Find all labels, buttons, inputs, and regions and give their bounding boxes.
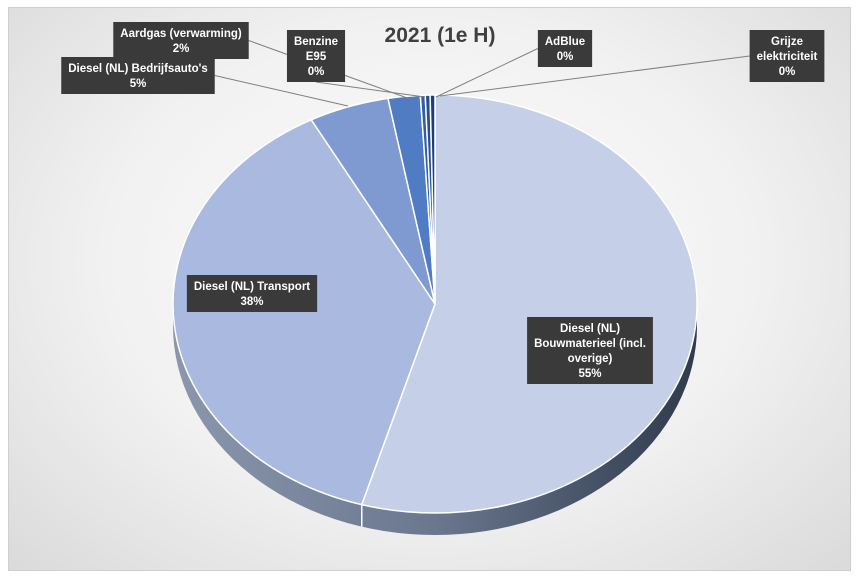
data-label-box xyxy=(113,22,249,59)
data-label-text: Aardgas (verwarming) xyxy=(120,28,242,40)
pie-slice xyxy=(360,94,698,514)
leader-line xyxy=(315,81,426,98)
data-label-text: Diesel (NL) Bedrijfsauto's xyxy=(68,63,207,75)
data-label: Benzine E95 0% xyxy=(286,30,346,82)
data-label-text: Diesel (NL) xyxy=(560,323,620,335)
data-label-text: 2% xyxy=(173,43,190,55)
data-label-text: AdBlue xyxy=(545,36,585,48)
data-label: Diesel (NL) Bedrijfsauto's 5% xyxy=(61,57,215,94)
data-label-box xyxy=(61,57,215,94)
pie-slices xyxy=(172,94,698,514)
data-label-text: 55% xyxy=(578,368,601,380)
data-label-box xyxy=(749,30,825,82)
data-label-box xyxy=(527,317,653,384)
data-label-box xyxy=(186,275,318,312)
leader-line xyxy=(435,48,539,98)
data-label-text: 0% xyxy=(308,66,325,78)
data-label-text: Grijze xyxy=(771,36,803,48)
data-label-text: 38% xyxy=(240,296,263,308)
data-label-text: Benzine xyxy=(294,36,338,48)
pie-slice xyxy=(172,118,436,506)
data-label: Grijze elektriciteit 0% xyxy=(749,30,825,82)
data-label-text: 0% xyxy=(557,51,574,63)
data-label-text: Diesel (NL) Transport xyxy=(194,281,310,293)
data-label-box xyxy=(286,30,346,82)
data-label-text: 5% xyxy=(130,78,147,90)
data-label-box xyxy=(537,30,593,67)
data-label-text: overige) xyxy=(568,353,613,365)
leader-line xyxy=(439,55,750,97)
chart-title: 2021 (1e H) xyxy=(385,24,496,47)
pie-slice xyxy=(429,94,436,305)
data-label-text: Bouwmaterieel (incl. xyxy=(534,338,646,350)
data-label: Diesel (NL) Transport 38% xyxy=(186,275,318,312)
data-label-text: 0% xyxy=(779,66,796,78)
pie-depth xyxy=(173,304,697,535)
data-label-text: E95 xyxy=(306,51,327,63)
leader-line xyxy=(214,75,349,107)
data-label: AdBlue 0% xyxy=(537,30,593,67)
data-label: Aardgas (verwarming) 2% xyxy=(113,22,249,59)
data-label: Diesel (NL) Bouwmaterieel (incl. overige) 5… xyxy=(527,317,653,384)
data-label-text: elektriciteit xyxy=(757,51,818,63)
data-labels: Diesel (NL) Bouwmaterieel (incl. overige) 5… xyxy=(61,22,825,384)
